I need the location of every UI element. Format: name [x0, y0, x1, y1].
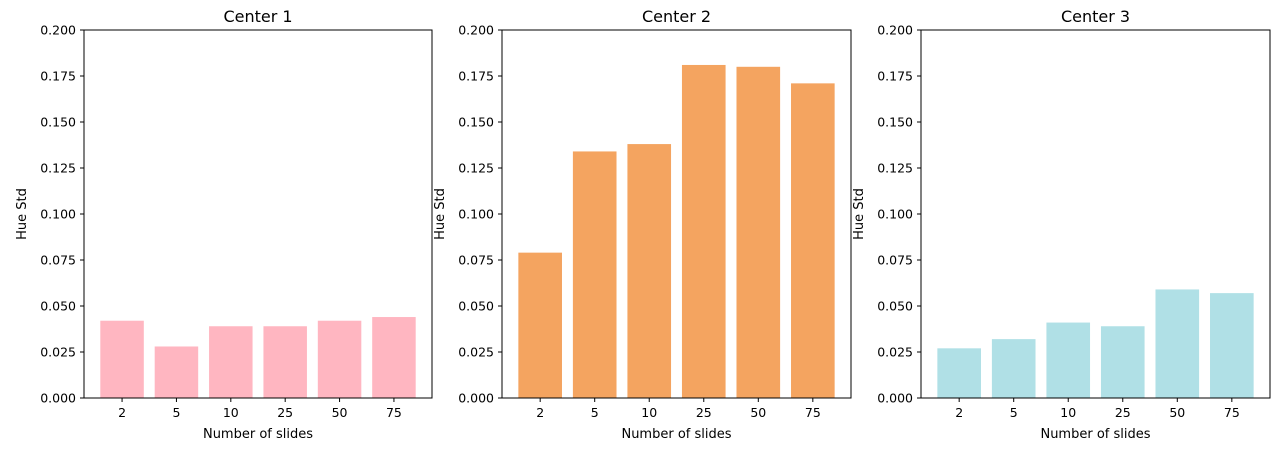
x-tick-label: 50 [332, 405, 348, 420]
y-tick-label: 0.200 [458, 23, 494, 38]
chart-panel-3: 0.000 0.025 0.050 0.075 0.100 0.125 0.150 0.175… [852, 7, 1271, 442]
x-tick-label: 75 [1224, 405, 1240, 420]
x-tick-label: 10 [223, 405, 239, 420]
bar-25 [1100, 326, 1145, 398]
bar-5 [572, 151, 617, 398]
y-tick-label: 0.000 [877, 391, 913, 406]
y-tick-label: 0.150 [40, 115, 76, 130]
y-axis-label: Hue Std [852, 188, 867, 240]
x-tick-label: 2 [536, 405, 544, 420]
bar-5 [991, 339, 1036, 398]
bar-50 [1155, 289, 1200, 398]
bar-10 [209, 326, 253, 398]
y-axis-label: Hue Std [433, 188, 448, 240]
y-tick-label: 0.075 [877, 253, 913, 268]
y-tick-label: 0.100 [458, 207, 494, 222]
x-tick-label: 2 [955, 405, 963, 420]
x-tick-label: 50 [750, 405, 766, 420]
bar-5 [154, 346, 199, 398]
bar-10 [1046, 322, 1091, 398]
y-tick-label: 0.100 [40, 207, 76, 222]
x-tick-label: 25 [1115, 405, 1131, 420]
y-tick-label: 0.175 [40, 69, 76, 84]
y-tick-label: 0.175 [458, 69, 494, 84]
y-tick-label: 0.125 [877, 161, 913, 176]
y-tick-label: 0.175 [877, 69, 913, 84]
y-tick-label: 0.200 [40, 23, 76, 38]
x-axis-label: Number of slides [1040, 427, 1150, 442]
bar-50 [736, 66, 781, 399]
bar-2 [100, 320, 144, 398]
bar-25 [263, 326, 307, 398]
y-tick-label: 0.050 [458, 299, 494, 314]
y-tick-label: 0.150 [877, 115, 913, 130]
chart-title: Center 2 [642, 7, 711, 26]
bar-10 [627, 144, 672, 398]
x-axis-label: Number of slides [621, 427, 731, 442]
y-tick-label: 0.000 [40, 391, 76, 406]
y-tick-label: 0.025 [458, 345, 494, 360]
x-tick-label: 10 [641, 405, 657, 420]
x-tick-label: 25 [277, 405, 293, 420]
y-axis-label: Hue Std [15, 188, 30, 240]
y-tick-label: 0.050 [877, 299, 913, 314]
y-tick-label: 0.100 [877, 207, 913, 222]
bar-2 [518, 252, 562, 398]
y-tick-label: 0.025 [877, 345, 913, 360]
y-tick-label: 0.075 [40, 253, 76, 268]
bar-75 [791, 83, 835, 399]
x-tick-label: 25 [696, 405, 712, 420]
y-tick-label: 0.125 [458, 161, 494, 176]
x-tick-label: 5 [172, 405, 180, 420]
x-tick-label: 75 [805, 405, 821, 420]
chart-title: Center 1 [223, 7, 292, 26]
chart-panel-2: 0.000 0.025 0.050 0.075 0.100 0.125 0.150 0.175… [433, 7, 852, 442]
y-tick-label: 0.050 [40, 299, 76, 314]
y-tick-label: 0.150 [458, 115, 494, 130]
y-tick-label: 0.025 [40, 345, 76, 360]
x-tick-label: 75 [386, 405, 402, 420]
x-tick-label: 5 [1010, 405, 1018, 420]
x-tick-label: 50 [1169, 405, 1185, 420]
y-tick-label: 0.200 [877, 23, 913, 38]
bar-2 [937, 348, 981, 398]
chart-panel-1: 0.000 0.025 0.050 0.075 0.100 0.125 0.150 0.175… [15, 7, 433, 442]
bar-25 [681, 64, 726, 399]
bar-50 [317, 320, 362, 398]
x-tick-label: 2 [118, 405, 126, 420]
x-tick-label: 5 [591, 405, 599, 420]
x-axis-label: Number of slides [203, 427, 313, 442]
bar-75 [372, 317, 416, 398]
bar-75 [1210, 293, 1254, 398]
y-tick-label: 0.000 [458, 391, 494, 406]
chart-title: Center 3 [1061, 7, 1130, 26]
y-tick-label: 0.125 [40, 161, 76, 176]
y-tick-label: 0.075 [458, 253, 494, 268]
x-tick-label: 10 [1060, 405, 1076, 420]
